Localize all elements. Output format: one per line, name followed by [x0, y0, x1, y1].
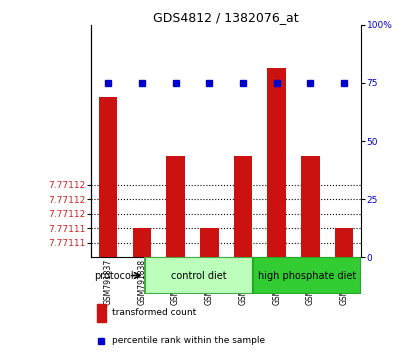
- Text: control diet: control diet: [171, 270, 227, 280]
- Bar: [234, 156, 252, 257]
- Bar: [268, 68, 286, 257]
- FancyBboxPatch shape: [145, 257, 253, 293]
- Text: transformed count: transformed count: [112, 308, 196, 318]
- Bar: [133, 228, 151, 257]
- Bar: [166, 156, 185, 257]
- Text: percentile rank within the sample: percentile rank within the sample: [112, 336, 265, 345]
- Bar: [99, 97, 117, 257]
- Text: protocol: protocol: [94, 270, 134, 280]
- Bar: [301, 156, 320, 257]
- Title: GDS4812 / 1382076_at: GDS4812 / 1382076_at: [154, 11, 299, 24]
- Bar: [97, 303, 106, 322]
- Bar: [335, 228, 354, 257]
- Bar: [200, 228, 219, 257]
- FancyBboxPatch shape: [253, 257, 361, 293]
- Text: high phosphate diet: high phosphate diet: [258, 270, 356, 280]
